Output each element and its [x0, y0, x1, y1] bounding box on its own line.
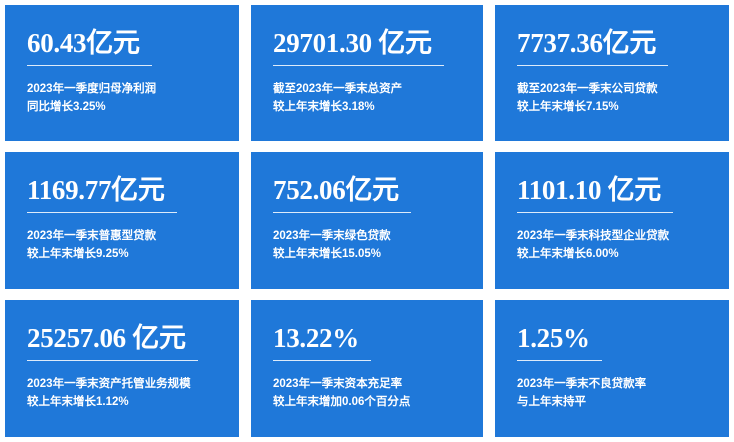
- stat-value: 1.25%: [517, 322, 602, 361]
- description-line: 2023年一季度归母净利润: [27, 83, 157, 95]
- stat-card: 13.22% 2023年一季末资本充足率 较上年末增加0.06个百分点: [251, 300, 483, 437]
- description-line: 2023年一季末科技型企业贷款: [517, 230, 670, 242]
- stat-description: 截至2023年一季末公司贷款 较上年末增长7.15%: [517, 80, 729, 116]
- description-line: 较上年末增长9.25%: [27, 248, 129, 260]
- description-line: 2023年一季末资产托管业务规模: [27, 378, 191, 390]
- description-line: 2023年一季末普惠型贷款: [27, 230, 157, 242]
- stat-description: 2023年一季末资产托管业务规模 较上年末增长1.12%: [27, 375, 239, 411]
- stat-card: 752.06亿元 2023年一季末绿色贷款 较上年末增长15.05%: [251, 152, 483, 289]
- stat-description: 2023年一季末不良贷款率 与上年末持平: [517, 375, 729, 411]
- stat-card: 29701.30 亿元截至2023年一季末总资产 较上年末增长3.18%: [251, 5, 483, 141]
- description-line: 截至2023年一季末公司贷款: [517, 83, 658, 95]
- description-line: 与上年末持平: [517, 396, 586, 408]
- description-line: 较上年末增长6.00%: [517, 248, 619, 260]
- stat-description: 截至2023年一季末总资产 较上年末增长3.18%: [273, 80, 483, 116]
- stat-value: 1101.10 亿元: [517, 174, 674, 213]
- stat-value: 60.43亿元: [27, 27, 152, 66]
- stat-card: 1.25% 2023年一季末不良贷款率 与上年末持平: [495, 300, 729, 437]
- stat-description: 2023年一季末绿色贷款 较上年末增长15.05%: [273, 227, 483, 263]
- description-line: 2023年一季末不良贷款率: [517, 378, 647, 390]
- description-line: 较上年末增加0.06个百分点: [273, 396, 411, 408]
- description-line: 较上年末增长3.18%: [273, 101, 375, 113]
- description-line: 较上年末增长7.15%: [517, 101, 619, 113]
- description-line: 2023年一季末资本充足率: [273, 378, 403, 390]
- stat-value: 29701.30 亿元: [273, 27, 444, 66]
- description-line: 截至2023年一季末总资产: [273, 83, 403, 95]
- stat-card: 1169.77亿元 2023年一季末普惠型贷款 较上年末增长9.25%: [5, 152, 239, 289]
- stat-description: 2023年一季度归母净利润 同比增长3.25%: [27, 80, 239, 116]
- stat-description: 2023年一季末科技型企业贷款 较上年末增长6.00%: [517, 227, 729, 263]
- stat-value: 13.22%: [273, 322, 371, 361]
- stat-card: 25257.06 亿元 2023年一季末资产托管业务规模 较上年末增长1.12%: [5, 300, 239, 437]
- stat-card: 60.43亿元 2023年一季度归母净利润 同比增长3.25%: [5, 5, 239, 141]
- description-line: 同比增长3.25%: [27, 101, 106, 113]
- description-line: 较上年末增长15.05%: [273, 248, 382, 260]
- description-line: 较上年末增长1.12%: [27, 396, 129, 408]
- stat-value: 1169.77亿元: [27, 174, 177, 213]
- stat-card: 7737.36亿元截至2023年一季末公司贷款 较上年末增长7.15%: [495, 5, 729, 141]
- description-line: 2023年一季末绿色贷款: [273, 230, 391, 242]
- stat-description: 2023年一季末资本充足率 较上年末增加0.06个百分点: [273, 375, 483, 411]
- stat-value: 25257.06 亿元: [27, 322, 198, 361]
- stat-description: 2023年一季末普惠型贷款 较上年末增长9.25%: [27, 227, 239, 263]
- stat-value: 7737.36亿元: [517, 27, 669, 66]
- stat-value: 752.06亿元: [273, 174, 411, 213]
- stat-card: 1101.10 亿元 2023年一季末科技型企业贷款 较上年末增长6.00%: [495, 152, 729, 289]
